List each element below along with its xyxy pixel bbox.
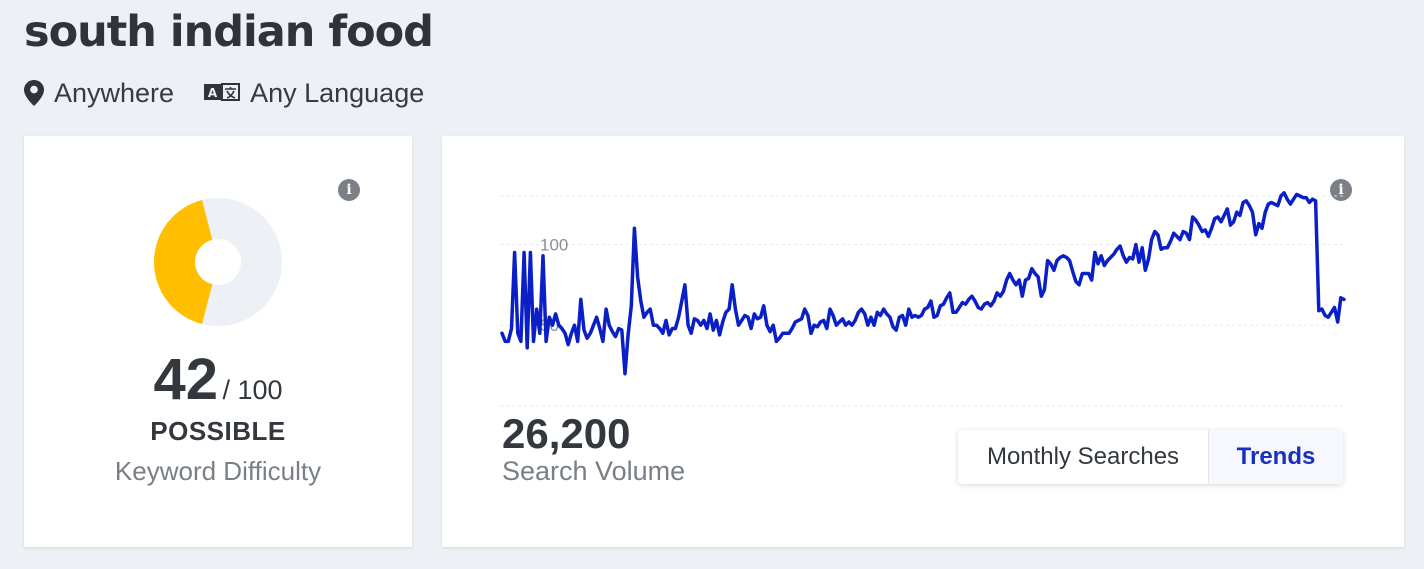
difficulty-rating: POSSIBLE xyxy=(150,416,286,446)
difficulty-score: 42 xyxy=(153,347,218,412)
y-tick-label: 100 xyxy=(540,235,568,254)
location-label: Anywhere xyxy=(54,77,175,108)
trend-series-line xyxy=(500,191,1346,376)
search-volume-label: Search Volume xyxy=(502,456,686,486)
page-title: south indian food xyxy=(24,7,434,57)
trends-tab[interactable]: Trends xyxy=(1208,430,1343,484)
monthly-searches-tab[interactable]: Monthly Searches xyxy=(986,443,1180,470)
difficulty-donut-fill xyxy=(154,200,213,324)
keyword-difficulty-card: i 42 / 100 POSSIBLE Keyword Difficulty xyxy=(24,136,412,547)
difficulty-max: / 100 xyxy=(222,375,283,405)
search-filters: Anywhere A Any Language xyxy=(24,74,424,112)
difficulty-label: Keyword Difficulty xyxy=(114,456,322,486)
difficulty-score-row: 42 / 100 xyxy=(24,346,412,413)
search-volume-card: i 100 50 26,200 Search Volume Monthly Sea… xyxy=(442,136,1404,547)
translate-icon: A xyxy=(204,83,241,101)
language-label: Any Language xyxy=(250,77,425,108)
location-filter[interactable]: Anywhere xyxy=(24,78,174,109)
svg-text:A: A xyxy=(208,86,218,100)
language-filter[interactable]: A Any Language xyxy=(204,78,424,109)
search-volume-value: 26,200 xyxy=(502,410,631,457)
info-icon[interactable]: i xyxy=(338,179,360,201)
map-marker-icon xyxy=(24,80,44,106)
chart-view-toggle: Monthly Searches Trends xyxy=(958,430,1343,484)
difficulty-donut-chart xyxy=(153,198,282,326)
